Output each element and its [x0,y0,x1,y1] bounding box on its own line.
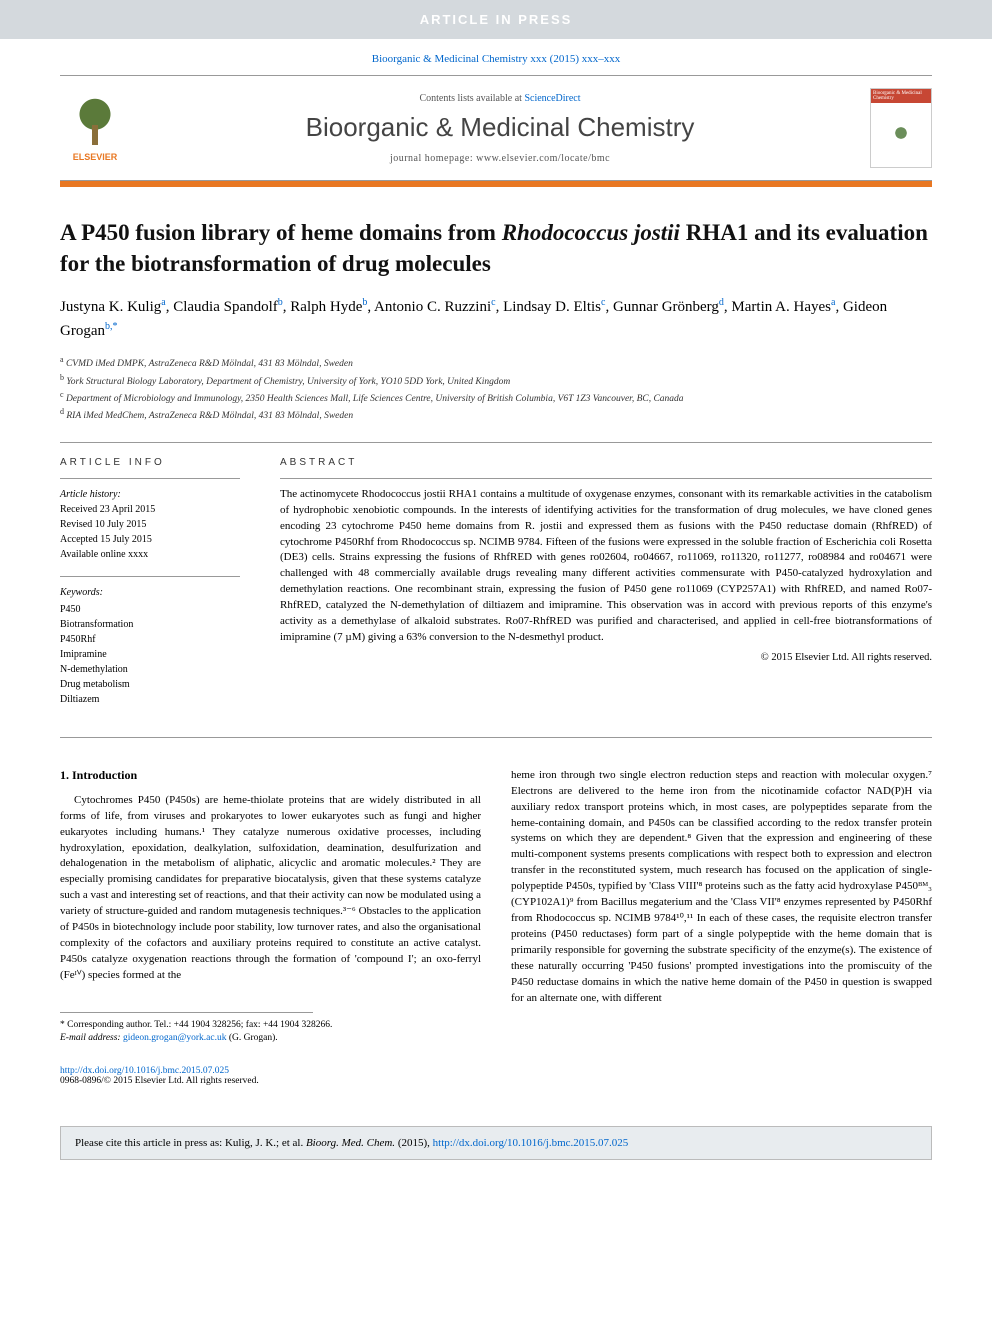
divider [60,737,932,738]
banner-text: ARTICLE IN PRESS [420,12,573,27]
keywords-label: Keywords: [60,585,240,600]
cover-body [871,103,931,163]
citation-prefix: Please cite this article in press as: Ku… [75,1137,306,1149]
history-label: Article history: [60,489,121,500]
left-column: 1. Introduction Cytochromes P450 (P450s)… [60,768,481,1086]
body-text-left: Cytochromes P450 (P450s) are heme-thiola… [60,793,481,984]
elsevier-tree-icon [70,95,120,150]
citation-journal: Bioorg. Med. Chem. [306,1137,395,1149]
author: Claudia Spandolfb [173,299,283,315]
citation-box: Please cite this article in press as: Ku… [60,1126,932,1160]
author: Lindsay D. Eltisc [503,299,605,315]
citation-doi-link[interactable]: http://dx.doi.org/10.1016/j.bmc.2015.07.… [433,1137,629,1149]
doi-link[interactable]: http://dx.doi.org/10.1016/j.bmc.2015.07.… [60,1066,229,1076]
intro-heading: 1. Introduction [60,768,481,783]
affiliation-a: a CVMD iMed DMPK, AstraZeneca R&D Mölnda… [60,354,932,371]
elsevier-label: ELSEVIER [73,152,118,162]
doi-block: http://dx.doi.org/10.1016/j.bmc.2015.07.… [60,1066,481,1086]
email-link[interactable]: gideon.grogan@york.ac.uk [123,1033,226,1043]
author: Martin A. Hayesa [731,299,835,315]
title-italic: Rhodococcus jostii [502,220,680,245]
keyword: Diltiazem [60,692,240,707]
keyword: Imipramine [60,647,240,662]
journal-header-bar: ELSEVIER Contents lists available at Sci… [60,75,932,181]
journal-title: Bioorganic & Medicinal Chemistry [130,112,870,143]
cover-title: Bioorganic & Medicinal Chemistry [871,89,931,103]
keyword: P450 [60,602,240,617]
keywords-block: Keywords: P450 Biotransformation P450Rhf… [60,576,240,707]
right-column: heme iron through two single electron re… [511,768,932,1086]
keyword: N-demethylation [60,662,240,677]
homepage-url: www.elsevier.com/locate/bmc [476,153,610,164]
body-text-right: heme iron through two single electron re… [511,768,932,1007]
copyright-line: © 2015 Elsevier Ltd. All rights reserved… [280,652,932,663]
abstract-column: ABSTRACT The actinomycete Rhodococcus jo… [280,457,932,707]
abstract-text: The actinomycete Rhodococcus jostii RHA1… [280,478,932,646]
accepted-date: Accepted 15 July 2015 [60,534,152,545]
author: Justyna K. Kuliga [60,299,166,315]
authors-list: Justyna K. Kuliga, Claudia Spandolfb, Ra… [60,295,932,342]
contents-line: Contents lists available at ScienceDirec… [130,93,870,104]
author: Gunnar Grönbergd [613,299,724,315]
journal-ref-link[interactable]: Bioorganic & Medicinal Chemistry xxx (20… [372,53,621,65]
cover-structure-icon [881,113,921,153]
issn-line: 0968-0896/© 2015 Elsevier Ltd. All right… [60,1076,259,1086]
contents-prefix: Contents lists available at [419,93,524,104]
page-container: ARTICLE IN PRESS Bioorganic & Medicinal … [0,0,992,1323]
keyword: P450Rhf [60,632,240,647]
author: Antonio C. Ruzzinic [374,299,496,315]
corresponding-star-icon: ,* [110,321,118,332]
keyword: Drug metabolism [60,677,240,692]
title-pre: A P450 fusion library of heme domains fr… [60,220,502,245]
citation-year: (2015), [395,1137,433,1149]
body-columns: 1. Introduction Cytochromes P450 (P450s)… [60,768,932,1086]
elsevier-logo[interactable]: ELSEVIER [60,88,130,168]
info-abstract-row: ARTICLE INFO Article history: Received 2… [60,457,932,707]
article-history-block: Article history: Received 23 April 2015 … [60,478,240,562]
divider [60,442,932,443]
header-center: Contents lists available at ScienceDirec… [130,93,870,164]
affiliations: a CVMD iMed DMPK, AstraZeneca R&D Mölnda… [60,354,932,424]
corresponding-author-line: * Corresponding author. Tel.: +44 1904 3… [60,1019,481,1032]
content-area: A P450 fusion library of heme domains fr… [0,187,992,1106]
journal-cover-thumbnail[interactable]: Bioorganic & Medicinal Chemistry [870,88,932,168]
affiliation-b: b York Structural Biology Laboratory, De… [60,372,932,389]
footnote-divider [60,1012,313,1013]
email-line: E-mail address: gideon.grogan@york.ac.uk… [60,1032,481,1045]
homepage-prefix: journal homepage: [390,153,476,164]
affiliation-d: d RIA iMed MedChem, AstraZeneca R&D Möln… [60,406,932,423]
received-date: Received 23 April 2015 [60,504,155,515]
footnote-block: * Corresponding author. Tel.: +44 1904 3… [60,1019,481,1046]
affiliation-c: c Department of Microbiology and Immunol… [60,389,932,406]
keyword: Biotransformation [60,617,240,632]
author: Ralph Hydeb [290,299,367,315]
article-info-heading: ARTICLE INFO [60,457,240,468]
article-info-column: ARTICLE INFO Article history: Received 2… [60,457,240,707]
article-in-press-banner: ARTICLE IN PRESS [0,0,992,39]
online-date: Available online xxxx [60,549,148,560]
revised-date: Revised 10 July 2015 [60,519,146,530]
journal-reference-line: Bioorganic & Medicinal Chemistry xxx (20… [0,39,992,75]
article-title: A P450 fusion library of heme domains fr… [60,217,932,279]
sciencedirect-link[interactable]: ScienceDirect [524,93,580,104]
homepage-line: journal homepage: www.elsevier.com/locat… [130,153,870,164]
abstract-heading: ABSTRACT [280,457,932,468]
